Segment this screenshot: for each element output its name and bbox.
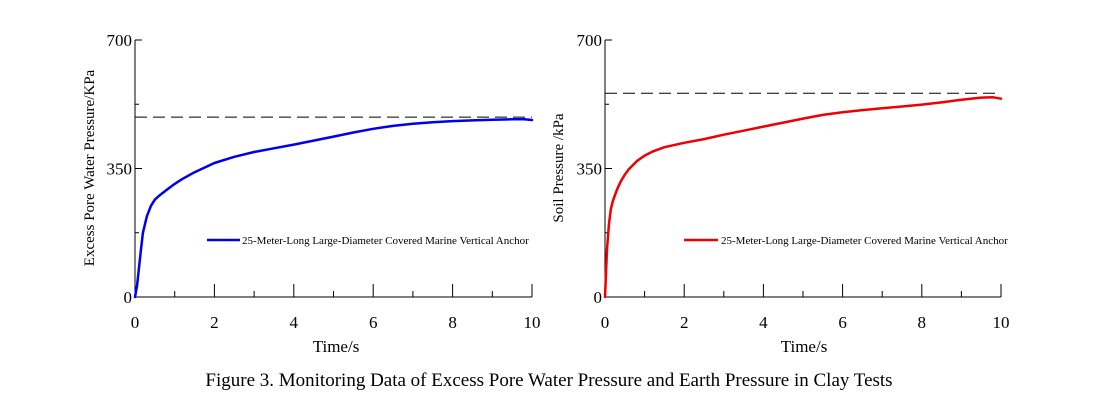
y-tick-label: 0 bbox=[124, 288, 133, 307]
legend-label: 25-Meter-Long Large-Diameter Covered Mar… bbox=[721, 235, 1008, 247]
x-tick-label: 4 bbox=[759, 313, 768, 332]
y-tick-label: 0 bbox=[594, 288, 603, 307]
y-tick-label: 350 bbox=[577, 160, 603, 179]
x-tick-label: 0 bbox=[601, 313, 610, 332]
x-tick-label: 4 bbox=[290, 313, 299, 332]
x-tick-label: 10 bbox=[524, 313, 541, 332]
y-tick-label: 700 bbox=[577, 31, 603, 50]
figure-caption: Figure 3. Monitoring Data of Excess Pore… bbox=[205, 370, 893, 391]
chart-soil-pressure: Soil Pressure /kPa Time/s 25-Meter-Long … bbox=[551, 31, 1010, 356]
legend: 25-Meter-Long Large-Diameter Covered Mar… bbox=[207, 235, 529, 247]
x-tick-label: 2 bbox=[210, 313, 219, 332]
y-axis-label: Soil Pressure /kPa bbox=[551, 113, 567, 223]
x-tick-label: 10 bbox=[993, 313, 1010, 332]
x-axis-label: Time/s bbox=[313, 337, 360, 356]
y-tick-label: 700 bbox=[107, 31, 133, 50]
y-axis-label: Excess Pore Water Pressure/KPa bbox=[82, 69, 98, 266]
legend: 25-Meter-Long Large-Diameter Covered Mar… bbox=[684, 235, 1008, 247]
x-tick-label: 6 bbox=[369, 313, 378, 332]
x-tick-label: 6 bbox=[838, 313, 847, 332]
y-tick-label: 350 bbox=[107, 160, 133, 179]
legend-label: 25-Meter-Long Large-Diameter Covered Mar… bbox=[242, 235, 529, 247]
x-tick-label: 0 bbox=[131, 313, 140, 332]
data-series-line bbox=[133, 118, 534, 299]
data-series-line bbox=[603, 96, 1003, 299]
x-axis-label: Time/s bbox=[781, 337, 828, 356]
chart-excess-pore-water-pressure: Excess Pore Water Pressure/KPa Time/s 25… bbox=[82, 31, 541, 356]
x-tick-label: 2 bbox=[680, 313, 689, 332]
x-tick-label: 8 bbox=[448, 313, 457, 332]
x-tick-label: 8 bbox=[918, 313, 927, 332]
